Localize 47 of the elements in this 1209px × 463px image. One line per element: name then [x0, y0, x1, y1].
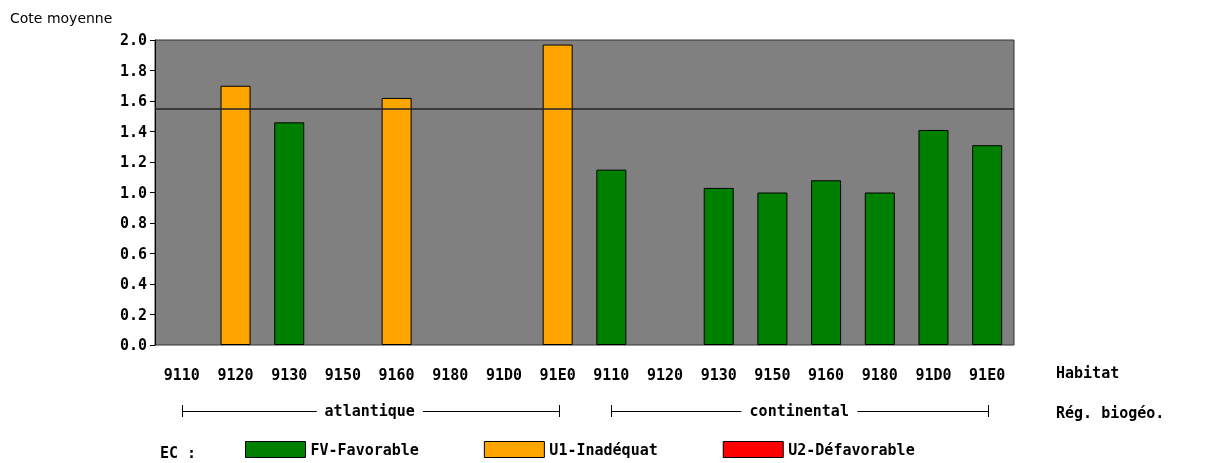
x-tick-label: 91E0	[539, 365, 576, 384]
bar	[757, 192, 788, 345]
bar	[381, 97, 412, 345]
bar	[703, 187, 734, 345]
bar	[972, 145, 1003, 345]
text: atlantique	[316, 402, 423, 420]
x-tick-label: 9130	[271, 365, 308, 384]
x-tick-label: 9180	[861, 365, 898, 384]
x-tick-label: 9180	[432, 365, 469, 384]
y-tick-label: 1.2	[119, 153, 147, 171]
x-tick-label: 9120	[217, 365, 254, 384]
x-tick-label: 9120	[646, 365, 684, 384]
x-tick-label: 91D0	[915, 365, 952, 384]
x-tick-label: 9150	[324, 365, 361, 384]
bar	[864, 192, 895, 345]
y-tick-label: 1.0	[119, 183, 147, 202]
legend-label: FV-Favorable	[310, 440, 419, 459]
y-tick-label: 1.4	[119, 122, 147, 141]
y-tick-label: 1.6	[119, 92, 147, 110]
bar	[918, 129, 949, 345]
bar	[811, 180, 842, 345]
y-tick-label: 0.0	[119, 336, 147, 354]
x-tick-label: 9160	[808, 365, 845, 384]
y-axis-title: Cote moyenne	[10, 10, 113, 26]
x-tick-label: 91E0	[969, 365, 1006, 384]
y-tick-label: 0.8	[119, 214, 147, 232]
legend-title: EC :	[160, 444, 197, 462]
text: Rég. biogéo.	[1056, 404, 1165, 422]
bar	[542, 44, 573, 345]
y-tick-label: 1.8	[119, 61, 147, 80]
y-tick-label: 0.6	[119, 244, 147, 263]
bar	[274, 122, 305, 345]
text: continental	[741, 402, 857, 420]
y-tick-label: 2.0	[119, 31, 147, 49]
bar	[220, 85, 251, 345]
x-tick-label: 9150	[754, 365, 791, 384]
x-tick-label: 9110	[593, 365, 630, 384]
x-tick-label: 9110	[163, 365, 200, 384]
x-tick-label: 91D0	[485, 365, 523, 384]
y-tick-label: 0.4	[119, 275, 147, 293]
x-tick-label: 9160	[378, 365, 415, 384]
y-tick-label: 0.2	[119, 305, 147, 324]
legend-label: U2-Défavorable	[788, 440, 915, 459]
bar	[596, 169, 627, 345]
legend-label: U1-Inadéquat	[549, 440, 658, 459]
x-tick-label: 9130	[700, 365, 737, 384]
x-axis-title: Habitat	[1056, 364, 1120, 382]
